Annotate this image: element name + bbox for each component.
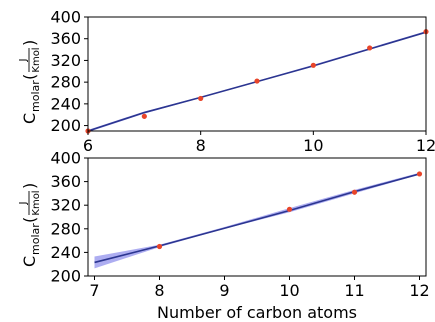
y-axis-label-numerator: J xyxy=(18,202,29,206)
data-point xyxy=(416,171,423,177)
x-tick-label: 6 xyxy=(83,136,93,155)
data-point xyxy=(141,113,147,119)
y-tick-label: 200 xyxy=(50,267,81,286)
data-point xyxy=(254,78,260,84)
x-tick-label: 11 xyxy=(344,281,364,300)
y-axis-label-paren: ) xyxy=(20,40,39,46)
data-point xyxy=(198,95,204,102)
data-point xyxy=(156,243,163,250)
y-tick-label: 400 xyxy=(50,149,81,168)
x-tick-label: 12 xyxy=(409,281,429,300)
y-tick-label: 360 xyxy=(50,29,81,48)
y-axis-label-symbol: C xyxy=(20,256,39,267)
y-axis-label-subscript: molar xyxy=(29,80,42,112)
y-tick-label: 240 xyxy=(50,94,81,113)
y-axis-label-paren: ( xyxy=(20,74,39,80)
y-axis-label-paren: ( xyxy=(20,217,39,223)
y-axis-label-numerator: J xyxy=(18,59,29,63)
y-tick-label: 320 xyxy=(50,51,81,70)
x-axis-label: Number of carbon atoms xyxy=(157,303,357,322)
y-tick-label: 240 xyxy=(50,243,81,262)
plot-frame xyxy=(87,157,427,277)
y-tick-label: 360 xyxy=(50,172,81,191)
y-tick-label: 200 xyxy=(50,116,81,135)
y-tick-label: 280 xyxy=(50,73,81,92)
x-tick-label: 8 xyxy=(154,281,164,300)
data-point xyxy=(310,62,316,68)
y-axis-label-denominator: Kmol xyxy=(31,190,42,215)
y-axis-label-symbol: C xyxy=(20,113,39,124)
data-point xyxy=(367,45,373,51)
fit-line xyxy=(94,173,420,264)
x-tick-label: 7 xyxy=(89,281,99,300)
x-tick-label: 10 xyxy=(303,136,323,155)
y-tick-label: 400 xyxy=(50,8,81,27)
x-tick-label: 10 xyxy=(279,281,299,300)
x-tick-label: 9 xyxy=(219,281,229,300)
x-tick-label: 8 xyxy=(196,136,206,155)
y-tick-label: 280 xyxy=(50,219,81,238)
data-point xyxy=(286,206,293,212)
x-tick-label: 12 xyxy=(416,136,435,155)
plot-frame xyxy=(87,16,427,132)
data-point xyxy=(351,189,358,195)
y-axis-label-paren: ) xyxy=(20,183,39,189)
y-axis-label-subscript: molar xyxy=(29,223,42,255)
y-axis-label-denominator: Kmol xyxy=(31,47,42,72)
y-tick-label: 320 xyxy=(50,196,81,215)
